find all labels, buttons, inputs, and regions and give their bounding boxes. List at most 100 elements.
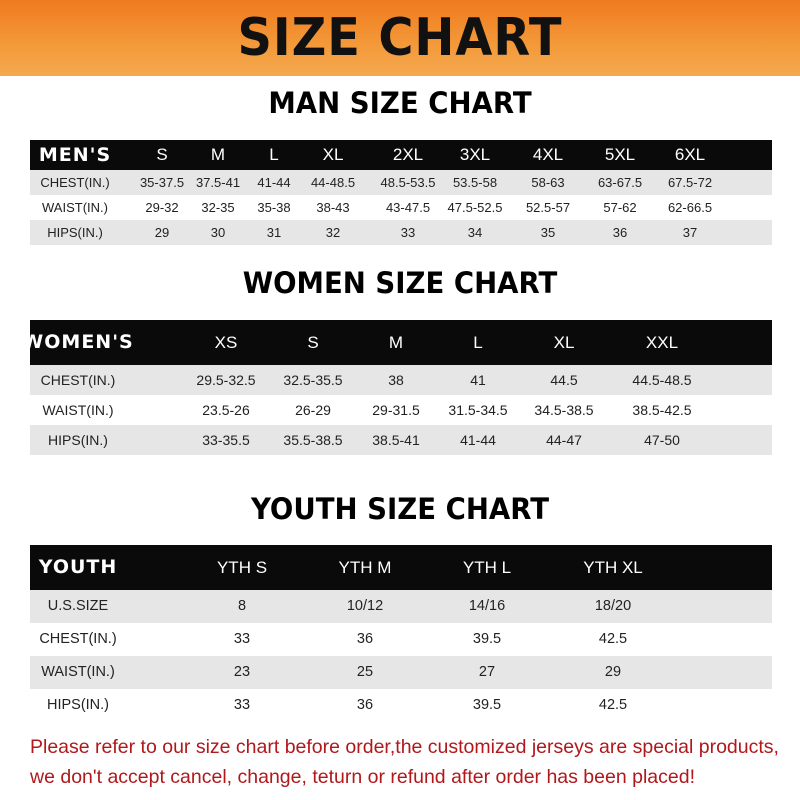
measurement-value: 37 — [682, 225, 698, 240]
measurement-value: 44.5 — [550, 372, 578, 388]
size-header: YTH M — [338, 558, 392, 577]
measurement-label: HIPS(IN.) — [46, 697, 110, 713]
youth-section-title: YOUTH SIZE CHART — [250, 492, 550, 526]
table-corner-label: WOMEN'S — [22, 331, 134, 353]
measurement-value: 41 — [470, 372, 486, 388]
notice-line-1: Please refer to our size chart before or… — [30, 736, 779, 758]
measurement-label: CHEST(IN.) — [40, 372, 116, 388]
measurement-value: 8 — [237, 598, 247, 614]
measurement-value: 57-62 — [603, 200, 637, 215]
measurement-value: 27 — [478, 664, 496, 680]
measurement-value: 48.5-53.5 — [380, 175, 436, 190]
size-header: XL — [553, 333, 575, 352]
size-header: L — [473, 333, 483, 352]
measurement-value: 44.5-48.5 — [632, 372, 692, 388]
measurement-value: 32-35 — [201, 200, 235, 215]
measurement-value: 36 — [356, 631, 374, 647]
measurement-value: 35 — [540, 225, 556, 240]
measurement-value: 35.5-38.5 — [283, 432, 343, 448]
measurement-value: 52.5-57 — [525, 200, 571, 215]
table-corner-label: MEN'S — [38, 144, 112, 166]
measurement-label: CHEST(IN.) — [39, 631, 117, 647]
measurement-value: 32 — [325, 225, 341, 240]
size-header: 5XL — [604, 145, 636, 164]
table-row: HIPS(IN.) 33-35.5 35.5-38.5 38.5-41 41-44 44-… — [30, 425, 772, 455]
measurement-value: 39.5 — [472, 631, 502, 647]
measurement-value: 58-63 — [531, 175, 565, 190]
table-header-row: MEN'S S M L XL 2XL 3XL 4XL 5XL 6XL — [30, 140, 772, 170]
measurement-value: 25 — [356, 664, 374, 680]
measurement-value: 33 — [233, 697, 251, 713]
table-row: CHEST(IN.) 35-37.5 37.5-41 41-44 44-48.5 48.5… — [30, 170, 772, 195]
notice-line-2: we don't accept cancel, change, teturn o… — [30, 766, 695, 788]
measurement-value: 36 — [612, 225, 628, 240]
table-row: WAIST(IN.) 29-32 32-35 35-38 38-43 43-47.5 47.… — [30, 195, 772, 220]
size-header: YTH S — [216, 558, 268, 577]
size-header: S — [307, 333, 319, 352]
size-header: YTH XL — [583, 558, 643, 577]
size-header: XL — [322, 145, 344, 164]
size-header: M — [210, 145, 226, 164]
measurement-label: WAIST(IN.) — [42, 402, 114, 418]
table-corner-label: YOUTH — [38, 556, 118, 578]
men-section-title: MAN SIZE CHART — [268, 86, 532, 120]
size-header: 3XL — [459, 145, 491, 164]
size-header: 6XL — [674, 145, 706, 164]
measurement-value: 67.5-72 — [667, 175, 713, 190]
table-row: WAIST(IN.) 23 25 27 29 — [30, 656, 772, 689]
measurement-value: 44-48.5 — [310, 175, 356, 190]
measurement-value: 38.5-42.5 — [632, 402, 692, 418]
table-header-row: YOUTH YTH S YTH M YTH L YTH XL — [30, 545, 772, 590]
measurement-value: 62-66.5 — [667, 200, 713, 215]
youth-size-table: YOUTH YTH S YTH M YTH L YTH XL U.S.SIZE 8 10/12… — [30, 545, 772, 722]
measurement-value: 63-67.5 — [597, 175, 643, 190]
measurement-value: 29 — [154, 225, 170, 240]
size-header: 4XL — [532, 145, 564, 164]
measurement-value: 31.5-34.5 — [448, 402, 508, 418]
size-header: M — [388, 333, 404, 352]
measurement-value: 34.5-38.5 — [534, 402, 594, 418]
measurement-value: 18/20 — [594, 598, 632, 614]
measurement-value: 33 — [400, 225, 416, 240]
measurement-label: U.S.SIZE — [47, 598, 109, 614]
page-title: SIZE CHART — [237, 8, 563, 68]
table-row: HIPS(IN.) 33 36 39.5 42.5 — [30, 689, 772, 722]
measurement-value: 47-50 — [644, 432, 680, 448]
measurement-label: HIPS(IN.) — [48, 432, 108, 448]
measurement-value: 29 — [604, 664, 622, 680]
measurement-value: 14/16 — [468, 598, 506, 614]
measurement-value: 29-32 — [145, 200, 179, 215]
measurement-value: 41-44 — [257, 175, 291, 190]
measurement-value: 43-47.5 — [385, 200, 431, 215]
measurement-value: 38 — [388, 372, 404, 388]
table-row: CHEST(IN.) 33 36 39.5 42.5 — [30, 623, 772, 656]
measurement-value: 30 — [210, 225, 226, 240]
measurement-value: 32.5-35.5 — [283, 372, 343, 388]
measurement-value: 38.5-41 — [372, 432, 420, 448]
measurement-value: 33-35.5 — [202, 432, 250, 448]
size-header: YTH L — [462, 558, 512, 577]
measurement-value: 23.5-26 — [202, 402, 250, 418]
measurement-value: 10/12 — [346, 598, 384, 614]
measurement-value: 29-31.5 — [372, 402, 420, 418]
table-header-row: WOMEN'S XS S M L XL XXL — [22, 320, 772, 365]
measurement-value: 41-44 — [460, 432, 496, 448]
measurement-value: 42.5 — [598, 631, 628, 647]
measurement-value: 53.5-58 — [452, 175, 498, 190]
table-row: HIPS(IN.) 29 30 31 32 33 34 35 36 37 — [30, 220, 772, 245]
measurement-value: 34 — [467, 225, 483, 240]
measurement-value: 33 — [233, 631, 251, 647]
size-header: XS — [214, 333, 238, 352]
women-section-title: WOMEN SIZE CHART — [242, 266, 558, 300]
measurement-value: 26-29 — [295, 402, 331, 418]
measurement-value: 39.5 — [472, 697, 502, 713]
measurement-value: 42.5 — [598, 697, 628, 713]
measurement-label: WAIST(IN.) — [42, 200, 108, 215]
measurement-label: WAIST(IN.) — [41, 664, 115, 680]
measurement-value: 47.5-52.5 — [447, 200, 503, 215]
measurement-value: 35-38 — [257, 200, 291, 215]
table-row: WAIST(IN.) 23.5-26 26-29 29-31.5 31.5-34.5 34… — [30, 395, 772, 425]
table-row: U.S.SIZE 8 10/12 14/16 18/20 — [30, 590, 772, 623]
size-header: S — [156, 145, 168, 164]
measurement-value: 38-43 — [316, 200, 350, 215]
